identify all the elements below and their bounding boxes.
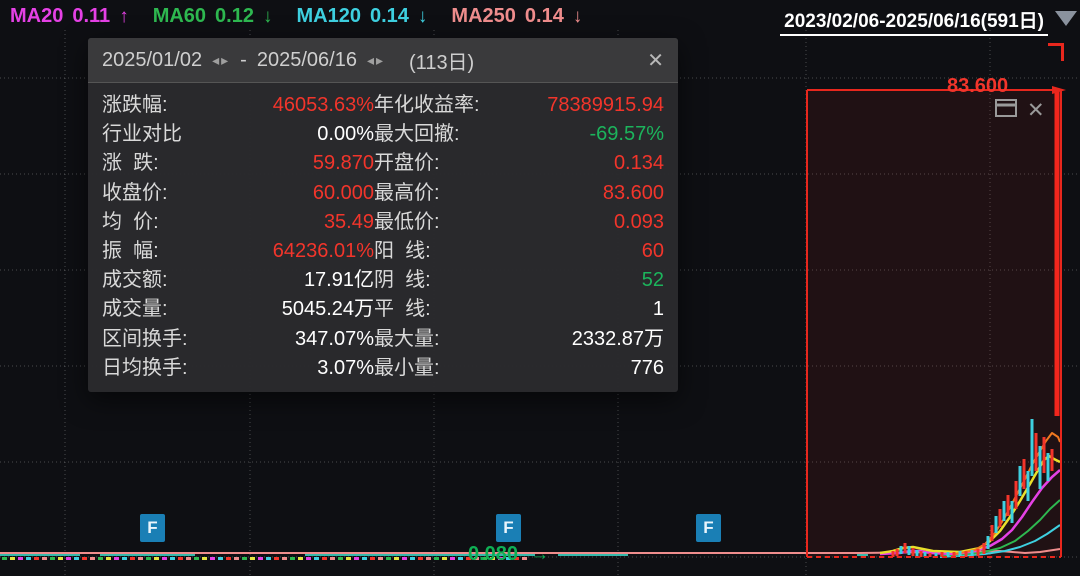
stat-value: -69.57% — [589, 123, 665, 146]
stat-label: 最大量: — [374, 327, 440, 350]
panel-day-count: (113日) — [409, 51, 475, 74]
ma120-value: 0.14 — [369, 5, 409, 27]
selection-toolbar: ✕ — [994, 97, 1045, 124]
low-price-label: 0.080 → — [468, 543, 549, 566]
stat-value: 52 — [641, 269, 664, 292]
ma120-legend: MA120 0.14 ↓ — [296, 5, 427, 28]
date-stepper-icon[interactable]: ◂▸ — [212, 51, 231, 68]
stat-value: 347.07% — [295, 327, 374, 350]
stat-value: 78389915.94 — [547, 94, 664, 116]
stat-value: 60.000 — [312, 181, 374, 204]
corner-bracket-icon — [1048, 43, 1064, 61]
ma120-label: MA120 — [296, 5, 361, 27]
stat-label: 振 幅: — [102, 240, 159, 263]
stat-label: 年化收益率: — [374, 94, 480, 116]
stat-value: 17.91亿 — [303, 269, 374, 292]
ma20-label: MA20 — [10, 5, 64, 27]
close-icon[interactable]: ✕ — [647, 49, 664, 72]
ma60-label: MA60 — [152, 5, 207, 27]
stat-value: 3.07% — [317, 356, 374, 379]
right-arrow-icon: → — [530, 543, 550, 565]
mini-candle-strip — [2, 557, 527, 560]
stat-value: 0.134 — [613, 152, 664, 175]
stat-label: 涨跌幅: — [102, 94, 168, 116]
stat-label: 开盘价: — [374, 152, 440, 175]
stat-label: 均 价: — [102, 210, 159, 233]
ma60-legend: MA60 0.12 ↓ — [153, 5, 273, 28]
ma20-value: 0.11 — [72, 5, 111, 27]
stat-value: 5045.24万 — [281, 298, 374, 321]
stat-value: 776 — [630, 356, 664, 379]
stat-label: 日均换手: — [102, 356, 188, 379]
event-marker-f-2[interactable]: F — [496, 514, 521, 542]
selection-arrow-icon — [1052, 86, 1066, 94]
panel-end-date: 2025/06/16 — [256, 48, 357, 71]
stat-value: 2332.87万 — [571, 327, 664, 350]
maximize-window-icon[interactable] — [994, 97, 1018, 124]
low-price-value: 0.080 — [468, 543, 519, 565]
date-range-button[interactable]: 2023/02/06-2025/06/16(591日) — [780, 6, 1048, 36]
stat-value: 35.49 — [323, 210, 374, 233]
stats-panel: 2025/01/02 ◂▸ - 2025/06/16 ◂▸ (113日) ✕ 涨… — [88, 38, 678, 392]
stat-value: 1 — [652, 298, 664, 321]
stat-label: 最小量: — [374, 356, 440, 379]
stat-value: 60 — [641, 240, 664, 263]
trend-up-icon: ↑ — [119, 5, 129, 27]
panel-date-separator: - — [240, 48, 247, 71]
stat-label: 成交额: — [102, 269, 168, 292]
chevron-down-icon[interactable] — [1055, 11, 1077, 26]
date-stepper-icon[interactable]: ◂▸ — [366, 51, 386, 68]
high-price-label: 83.600 — [947, 75, 1009, 97]
stat-label: 阳 线: — [374, 240, 431, 263]
ma250-label: MA250 — [451, 5, 516, 27]
stat-value: 83.600 — [602, 181, 664, 204]
selection-border — [806, 86, 1066, 558]
panel-start-date: 2025/01/02 — [102, 48, 203, 71]
stat-value: 0.093 — [613, 210, 664, 233]
stat-label: 成交量: — [102, 298, 168, 321]
stat-label: 最低价: — [374, 210, 440, 233]
stat-label: 阴 线: — [374, 269, 431, 292]
ma-legend-bar: MA20 0.11 ↑ MA60 0.12 ↓ MA120 0.14 ↓ MA2… — [10, 5, 582, 28]
trend-down-icon: ↓ — [572, 5, 583, 27]
stat-value: 59.870 — [312, 152, 374, 175]
stat-value: 0.00% — [317, 123, 374, 146]
stats-rows: 涨跌幅: 46053.63% 年化收益率: 78389915.94 行业对比 0.00% 最… — [88, 83, 678, 383]
stat-label: 区间换手: — [102, 327, 188, 350]
event-marker-f-1[interactable]: F — [140, 514, 165, 542]
event-marker-f-3[interactable]: F — [696, 514, 721, 542]
stat-label: 平 线: — [374, 298, 431, 321]
ma250-value: 0.14 — [524, 5, 564, 27]
stat-label: 收盘价: — [102, 181, 168, 204]
stat-label: 最大回撤: — [374, 123, 460, 146]
ma20-legend: MA20 0.11 ↑ — [10, 5, 129, 28]
close-selection-icon[interactable]: ✕ — [1027, 98, 1045, 122]
trend-down-icon: ↓ — [262, 5, 273, 27]
ma250-legend: MA250 0.14 ↓ — [451, 5, 582, 28]
stat-label: 行业对比 — [102, 123, 182, 146]
stats-panel-header: 2025/01/02 ◂▸ - 2025/06/16 ◂▸ (113日) ✕ — [88, 38, 678, 83]
stat-value: 64236.01% — [272, 240, 374, 263]
stat-label: 最高价: — [374, 181, 440, 204]
ma60-value: 0.12 — [215, 5, 254, 27]
stat-value: 46053.63% — [272, 94, 374, 116]
trend-down-icon: ↓ — [417, 5, 428, 27]
stat-label: 涨 跌: — [102, 152, 159, 175]
